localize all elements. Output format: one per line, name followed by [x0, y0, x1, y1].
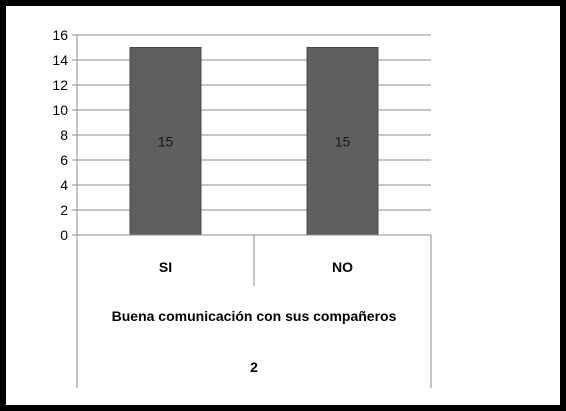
- group-label: Buena comunicación con sus compañeros: [112, 308, 397, 324]
- y-tick-label: 0: [60, 227, 68, 243]
- chart-labels: Buena comunicación con sus compañeros 2 …: [52, 27, 396, 375]
- data-label: 15: [335, 133, 351, 149]
- x-category-label: NO: [332, 259, 353, 275]
- y-tick-label: 6: [60, 152, 68, 168]
- y-tick-label: 2: [60, 202, 68, 218]
- bars: [129, 47, 379, 236]
- bar-si: [129, 47, 202, 236]
- y-tick-label: 8: [60, 127, 68, 143]
- bar-no: [306, 47, 379, 236]
- x-category-label: SI: [159, 259, 172, 275]
- y-tick-label: 10: [52, 102, 68, 118]
- y-tick-label: 12: [52, 77, 68, 93]
- y-tick-label: 4: [60, 177, 68, 193]
- y-tick-label: 14: [52, 52, 68, 68]
- axes: [72, 34, 432, 388]
- group-number: 2: [250, 359, 258, 375]
- data-label: 15: [158, 133, 174, 149]
- y-tick-label: 16: [52, 27, 68, 43]
